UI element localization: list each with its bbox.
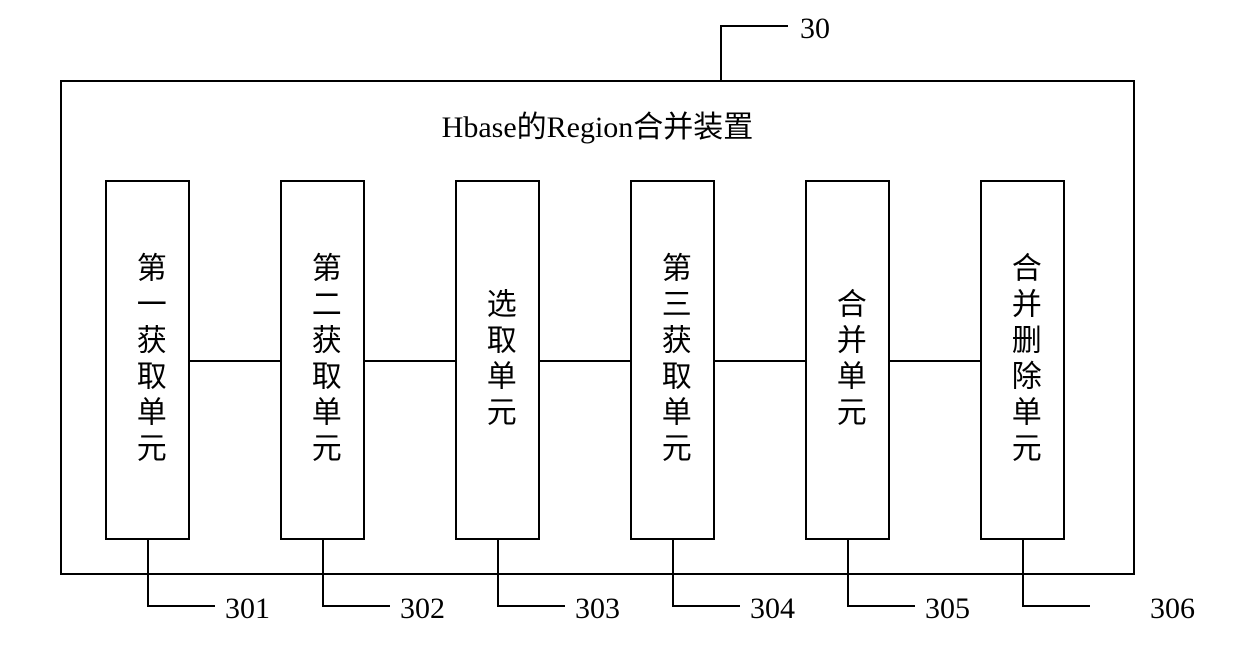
unit-301: 第一获取单元 xyxy=(105,180,190,540)
container-label: 30 xyxy=(800,12,830,46)
connector-4 xyxy=(715,360,805,362)
callout-302-v xyxy=(322,540,324,605)
unit-305: 合并单元 xyxy=(805,180,890,540)
callout-301-label: 301 xyxy=(225,592,270,626)
unit-304-text: 第三获取单元 xyxy=(652,252,693,468)
callout-302-h xyxy=(322,605,390,607)
callout-303-v xyxy=(497,540,499,605)
callout-305-label: 305 xyxy=(925,592,970,626)
callout-306-v xyxy=(1022,540,1024,605)
container-title: Hbase的Region合并装置 xyxy=(62,102,1133,146)
diagram-canvas: 30 Hbase的Region合并装置 第一获取单元 第二获取单元 选取单元 第… xyxy=(0,0,1240,655)
callout-304-v xyxy=(672,540,674,605)
unit-306-text: 合并删除单元 xyxy=(1002,252,1043,468)
callout-301-v xyxy=(147,540,149,605)
unit-305-text: 合并单元 xyxy=(827,288,868,432)
callout-304-label: 304 xyxy=(750,592,795,626)
unit-302-text: 第二获取单元 xyxy=(302,252,343,468)
container-callout-h xyxy=(720,25,788,27)
unit-303: 选取单元 xyxy=(455,180,540,540)
connector-5 xyxy=(890,360,980,362)
callout-302-label: 302 xyxy=(400,592,445,626)
connector-1 xyxy=(190,360,280,362)
connector-2 xyxy=(365,360,455,362)
callout-303-h xyxy=(497,605,565,607)
callout-304-h xyxy=(672,605,740,607)
container-callout-v xyxy=(720,25,722,80)
callout-306-h xyxy=(1022,605,1090,607)
unit-302: 第二获取单元 xyxy=(280,180,365,540)
connector-3 xyxy=(540,360,630,362)
unit-304: 第三获取单元 xyxy=(630,180,715,540)
callout-305-h xyxy=(847,605,915,607)
callout-301-h xyxy=(147,605,215,607)
callout-305-v xyxy=(847,540,849,605)
callout-303-label: 303 xyxy=(575,592,620,626)
unit-306: 合并删除单元 xyxy=(980,180,1065,540)
unit-301-text: 第一获取单元 xyxy=(127,252,168,468)
callout-306-label: 306 xyxy=(1150,592,1195,626)
unit-303-text: 选取单元 xyxy=(477,288,518,432)
container-box: Hbase的Region合并装置 xyxy=(60,80,1135,575)
